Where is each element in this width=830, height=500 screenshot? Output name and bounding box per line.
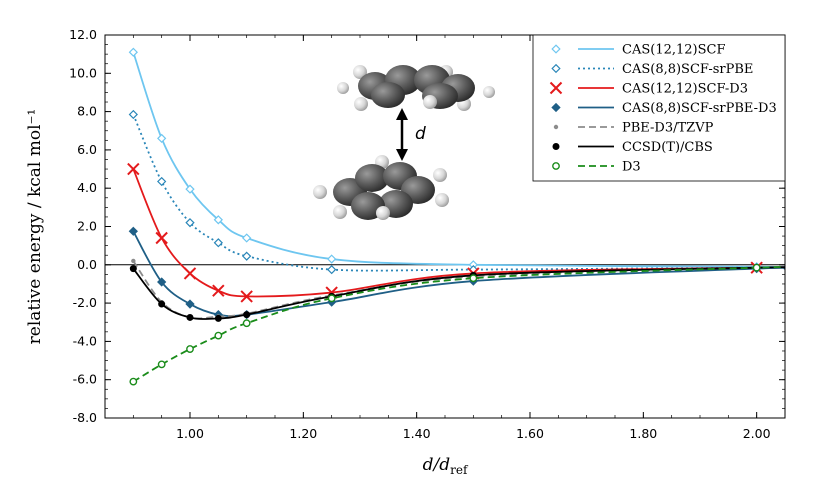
x-axis-label: d/dref: [423, 455, 469, 477]
data-point: [128, 226, 138, 236]
y-tick-label: 12.0: [69, 27, 97, 42]
y-tick-label: 2.0: [77, 219, 97, 234]
data-point: [185, 218, 195, 228]
data-point: [214, 314, 222, 322]
benzene-dimer-illustration: d: [313, 65, 495, 220]
y-tick-label: 8.0: [77, 104, 97, 119]
axes: 12.0 10.0 8.0 6.0 4.0 2.0 0.0 -2.0 -4.0 -6.0 -8.0 1…: [25, 27, 786, 477]
legend-label: PBE-D3/TZVP: [622, 121, 714, 136]
data-point: [186, 345, 194, 353]
y-tick-label: 10.0: [69, 65, 97, 80]
y-tick-label: 6.0: [77, 142, 97, 157]
legend-marker: [551, 44, 561, 54]
x-tick-label: 2.00: [743, 426, 771, 441]
data-point: [213, 238, 223, 248]
y-axis-label: relative energy / kcal mol⁻¹: [25, 109, 45, 345]
legend-label: CCSD(T)/CBS: [622, 140, 713, 155]
data-point: [242, 319, 251, 328]
legend-marker: [552, 162, 560, 170]
data-point: [128, 109, 138, 120]
series-5: [129, 264, 785, 322]
legend-marker: [553, 124, 559, 130]
benzene-bottom: [313, 155, 449, 220]
x-marker-stroke: [549, 81, 563, 95]
data-point: [129, 265, 137, 273]
data-point: [752, 263, 761, 272]
distance-arrow: d: [396, 108, 426, 161]
data-point: [129, 377, 138, 386]
data-point: [240, 290, 253, 303]
series-line: [132, 51, 785, 268]
x-marker-stroke: [183, 267, 197, 280]
x-tick-label: 1.60: [516, 426, 544, 441]
data-point: [155, 231, 168, 245]
series-6: [129, 263, 785, 386]
y-tick-label: -8.0: [73, 410, 97, 425]
series-line: [132, 265, 785, 383]
data-point: [185, 299, 195, 309]
legend-label: CAS(8,8)SCF-srPBE: [622, 62, 753, 77]
data-point: [214, 331, 223, 340]
x-marker-stroke: [155, 231, 168, 245]
data-point: [128, 47, 138, 57]
x-tick-label: 1.20: [289, 426, 317, 441]
legend-label: CAS(12,12)SCF: [622, 43, 725, 58]
data-point: [157, 277, 167, 287]
series-line: [132, 266, 785, 320]
x-tick-label: 1.40: [403, 426, 431, 441]
data-point: [242, 251, 252, 261]
data-point: [327, 264, 337, 275]
x-marker-stroke: [212, 284, 225, 297]
legend-label: CAS(12,12)SCF-D3: [622, 82, 748, 97]
legend: CAS(12,12)SCF CAS(8,8)SCF-srPBE CAS(12,12)…: [532, 34, 786, 182]
legend-label: CAS(8,8)SCF-srPBE-D3: [622, 101, 777, 116]
data-point: [327, 294, 336, 303]
data-point: [243, 311, 251, 319]
y-tick-label: 4.0: [77, 180, 97, 195]
legend-marker: [552, 143, 560, 150]
legend-marker: [551, 102, 561, 113]
series-line: [132, 230, 785, 317]
data-point: [212, 284, 225, 297]
series-0: [128, 47, 785, 272]
y-tick-label: -2.0: [73, 295, 97, 310]
x-tick-label: 1.80: [629, 426, 657, 441]
series-layer: [127, 47, 785, 386]
data-point: [183, 267, 197, 280]
data-point: [131, 258, 136, 264]
series-3: [128, 226, 785, 320]
y-tick-label: -6.0: [73, 372, 97, 387]
data-point: [185, 184, 195, 194]
data-point: [157, 360, 166, 369]
x-tick-label: 1.00: [176, 426, 204, 441]
legend-marker: [549, 81, 563, 95]
data-point: [469, 274, 478, 283]
legend-marker: [551, 63, 561, 74]
data-point: [186, 313, 194, 321]
data-point: [213, 215, 223, 225]
legend-label: D3: [622, 160, 641, 175]
y-tick-label: -4.0: [73, 333, 97, 348]
data-point: [242, 233, 252, 243]
y-tick-label: 0.0: [77, 257, 97, 272]
legend-box: [532, 34, 786, 182]
data-point: [127, 162, 140, 176]
benzene-top: [337, 65, 495, 111]
data-point: [157, 176, 167, 187]
data-point: [157, 133, 167, 144]
x-marker-stroke: [240, 290, 253, 303]
data-point: [158, 300, 166, 308]
distance-label: d: [415, 124, 426, 144]
data-point: [327, 254, 337, 264]
series-2: [127, 162, 785, 303]
x-marker-stroke: [127, 162, 140, 176]
